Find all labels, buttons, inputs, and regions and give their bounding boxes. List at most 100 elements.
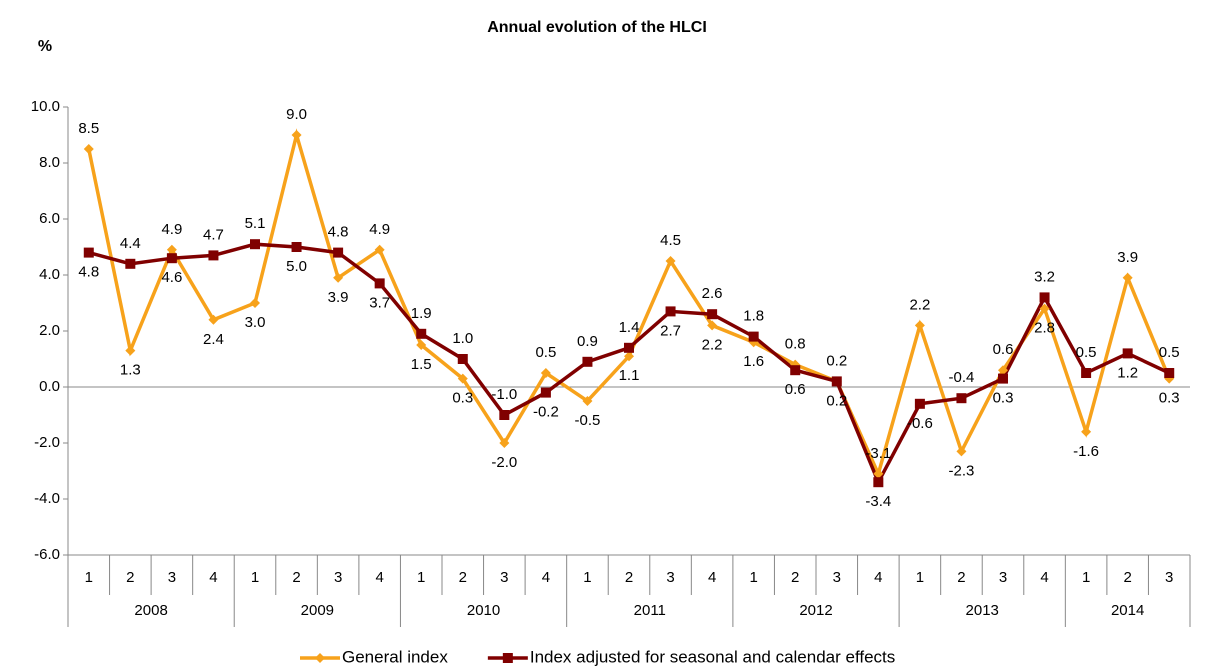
data-label: 0.6 (993, 341, 1014, 358)
marker (914, 320, 925, 331)
marker (457, 373, 468, 384)
x-tick-label: 2 (459, 569, 467, 586)
data-label: 4.9 (369, 221, 390, 238)
x-tick-label: 4 (708, 569, 716, 586)
data-label: 2.6 (702, 285, 723, 302)
data-label: -0.5 (575, 412, 601, 429)
marker (956, 393, 967, 404)
data-label: 0.9 (577, 333, 598, 350)
data-label: 4.5 (660, 232, 681, 249)
data-label: 4.8 (78, 264, 99, 281)
data-label: 1.0 (452, 330, 473, 347)
data-label: 8.5 (78, 120, 99, 137)
marker (83, 247, 94, 258)
marker (208, 250, 219, 261)
data-label: -1.6 (1073, 443, 1099, 460)
marker (333, 247, 344, 258)
x-tick-label: 4 (874, 569, 882, 586)
data-label: 0.3 (452, 390, 473, 407)
marker (582, 396, 593, 406)
data-label: -0.6 (907, 415, 933, 432)
marker (1039, 303, 1050, 314)
year-label: 2012 (799, 602, 832, 619)
marker (457, 354, 468, 364)
marker (1122, 348, 1133, 359)
data-label: 1.5 (411, 356, 432, 373)
marker (250, 298, 260, 308)
year-label: 2008 (134, 602, 167, 619)
data-label: 5.1 (245, 215, 266, 232)
data-label: -2.0 (491, 454, 517, 471)
chart-title: Annual evolution of the HLCI (487, 19, 707, 36)
marker (790, 365, 801, 376)
marker (1039, 292, 1050, 303)
legend-marker (502, 653, 513, 663)
data-label: 1.3 (120, 362, 141, 379)
year-label: 2013 (966, 602, 999, 619)
marker (1164, 368, 1175, 378)
year-label: 2011 (634, 602, 666, 619)
data-label: 9.0 (286, 106, 307, 123)
marker (374, 244, 385, 255)
y-tick-label: 4.0 (39, 266, 60, 283)
year-label: 2010 (467, 602, 500, 619)
marker (374, 278, 385, 289)
x-tick-label: 2 (791, 569, 799, 586)
data-label: 0.6 (785, 381, 806, 398)
data-label: 2.8 (1034, 320, 1055, 337)
x-tick-label: 3 (334, 569, 342, 586)
x-tick-label: 2 (957, 569, 965, 586)
data-label: 4.9 (161, 221, 182, 238)
data-label: 4.8 (328, 224, 349, 241)
data-label: -3.4 (865, 493, 891, 510)
x-tick-label: 1 (749, 569, 757, 586)
legend-label: Index adjusted for seasonal and calendar… (530, 647, 895, 666)
marker (83, 144, 94, 154)
marker (624, 342, 634, 353)
data-label: 0.3 (993, 390, 1014, 407)
data-label: -2.3 (949, 462, 975, 479)
data-label: 1.8 (743, 308, 764, 325)
x-tick-label: 1 (1082, 569, 1090, 586)
marker (873, 468, 884, 479)
legend-label: General index (342, 647, 448, 666)
marker (1081, 426, 1092, 437)
data-label: 2.4 (203, 331, 224, 348)
data-label: 5.0 (286, 258, 307, 275)
x-tick-label: 3 (168, 569, 176, 586)
y-tick-label: 2.0 (39, 322, 60, 339)
legend-marker (315, 653, 325, 663)
data-label: -3.1 (865, 445, 891, 462)
x-tick-label: 2 (126, 569, 134, 586)
marker (540, 387, 551, 398)
x-tick-label: 1 (85, 569, 93, 586)
x-tick-label: 2 (1123, 569, 1131, 586)
data-label: 1.2 (1117, 364, 1138, 381)
marker (250, 239, 260, 250)
data-label: 4.7 (203, 226, 224, 243)
x-tick-label: 3 (666, 569, 674, 586)
data-label: 0.2 (826, 352, 847, 369)
x-tick-label: 4 (542, 569, 550, 586)
data-label: 3.9 (1117, 249, 1138, 266)
y-tick-label: -2.0 (34, 434, 60, 451)
data-label: 3.7 (369, 294, 390, 311)
year-label: 2009 (301, 602, 334, 619)
marker (1122, 272, 1133, 283)
data-label: 3.2 (1034, 268, 1055, 285)
data-label: 2.7 (660, 322, 681, 339)
marker (748, 331, 759, 342)
marker (582, 356, 593, 367)
data-label: 0.5 (1159, 344, 1180, 361)
marker (707, 309, 718, 320)
marker (707, 320, 718, 331)
x-tick-label: 1 (417, 569, 425, 586)
y-tick-label: 6.0 (39, 210, 60, 227)
marker (499, 438, 510, 448)
x-tick-label: 1 (251, 569, 259, 586)
data-label: 0.2 (826, 392, 847, 409)
marker (291, 130, 302, 140)
marker (665, 256, 676, 266)
x-tick-label: 3 (833, 569, 841, 586)
